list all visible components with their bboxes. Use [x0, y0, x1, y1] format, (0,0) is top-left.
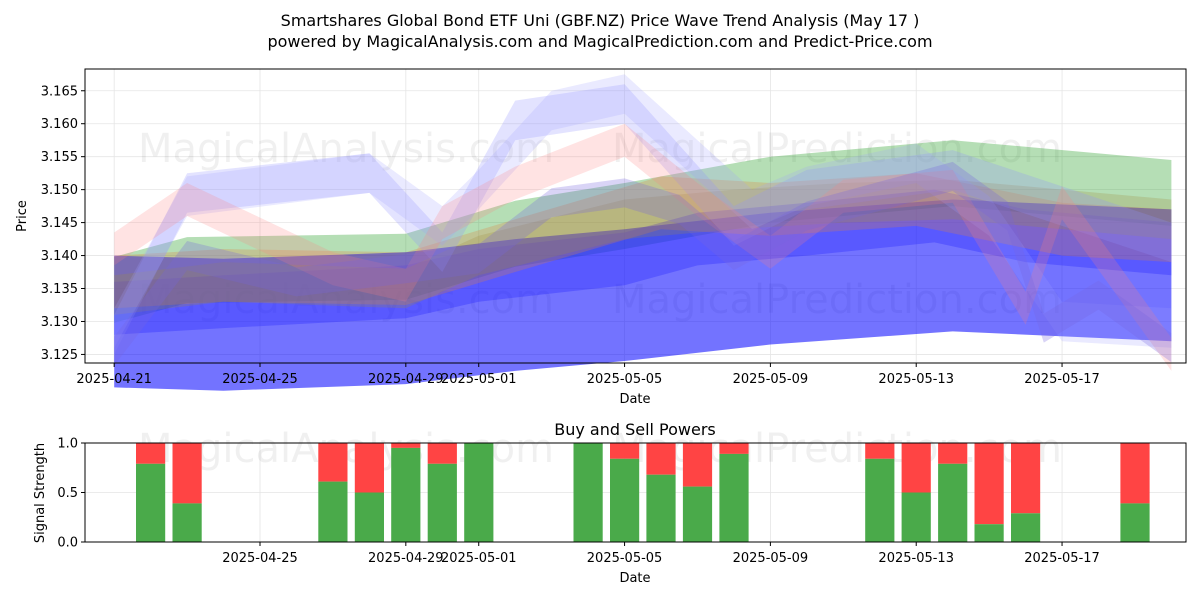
buy-power-bar — [391, 447, 421, 542]
buy-power-bar — [573, 443, 603, 542]
sell-power-bar — [136, 443, 166, 464]
buy-power-bar — [427, 463, 457, 542]
buy-power-bar — [719, 453, 749, 542]
power-x-axis-label: Date — [619, 571, 650, 586]
power-chart-title: Buy and Sell Powers — [554, 420, 716, 439]
power-x-tick-label: 2025-04-29 — [368, 551, 444, 566]
price-y-tick-label: 3.160 — [41, 117, 78, 132]
power-bars-layer — [136, 443, 1150, 542]
sell-power-bar — [719, 443, 749, 454]
price-x-tick-label: 2025-05-05 — [587, 372, 663, 387]
price-y-tick-label: 3.140 — [41, 249, 78, 264]
chart-title: Smartshares Global Bond ETF Uni (GBF.NZ)… — [281, 11, 920, 30]
sell-power-bar — [1011, 443, 1041, 514]
sell-power-bar — [427, 443, 457, 464]
buy-sell-panel: Buy and Sell Powers MagicalAnalysis.com … — [33, 420, 1187, 586]
buy-power-bar — [136, 463, 166, 542]
series-band-wave-olive — [114, 179, 1172, 315]
sell-power-bar — [354, 443, 384, 493]
price-x-tick-label: 2025-04-21 — [76, 372, 152, 387]
price-y-ticks: 3.125 3.130 3.135 3.140 3.145 3.150 3.155 3.160… — [41, 84, 85, 363]
price-chart-panel: MagicalAnalysis.com MagicalPrediction.co… — [15, 68, 1187, 407]
power-x-tick-label: 2025-05-05 — [587, 551, 663, 566]
buy-power-bar — [901, 492, 931, 542]
series-band-wave-blue-2 — [114, 189, 1172, 335]
watermark-magicalprediction: MagicalPrediction.com — [612, 126, 1062, 172]
price-series-layer — [114, 74, 1172, 391]
buy-power-bar — [318, 481, 348, 542]
buy-power-bar — [974, 524, 1004, 542]
series-band-wave-orange — [114, 173, 1172, 309]
sell-power-bar — [682, 443, 713, 487]
buy-power-bar — [865, 458, 895, 542]
price-y-tick-label: 3.130 — [41, 315, 78, 330]
buy-power-bar — [172, 503, 202, 542]
watermark-magicalanalysis: MagicalAnalysis.com — [138, 126, 554, 172]
power-y-ticks: 0.0 0.5 1.0 — [57, 437, 85, 551]
sell-power-bar — [610, 443, 640, 459]
price-y-tick-label: 3.155 — [41, 150, 78, 165]
sell-power-bar — [974, 443, 1004, 525]
buy-power-bar — [464, 443, 494, 542]
buy-power-bar — [1120, 503, 1150, 542]
sell-power-bar — [938, 443, 968, 464]
buy-power-bar — [682, 486, 713, 542]
power-y-axis-label: Signal Strength — [33, 443, 48, 543]
series-band-wave-lavender-high — [114, 84, 1172, 355]
series-band-wave-purple — [114, 161, 1172, 366]
buy-power-bar — [938, 463, 968, 542]
buy-power-bar — [610, 458, 640, 542]
power-x-tick-label: 2025-05-17 — [1024, 551, 1100, 566]
power-x-tick-label: 2025-05-13 — [878, 551, 954, 566]
buy-power-bar — [1011, 513, 1041, 542]
sell-power-bar — [172, 443, 202, 504]
price-x-tick-label: 2025-04-25 — [222, 372, 298, 387]
price-y-axis-label: Price — [15, 200, 30, 232]
sell-power-bar — [901, 443, 931, 493]
series-band-wave-lavender-upper — [114, 74, 1172, 348]
price-y-tick-label: 3.135 — [41, 282, 78, 297]
chart-subtitle: powered by MagicalAnalysis.com and Magic… — [267, 32, 932, 51]
power-x-tick-label: 2025-05-01 — [441, 551, 517, 566]
price-x-axis-label: Date — [619, 392, 650, 407]
price-x-tick-label: 2025-05-09 — [733, 372, 809, 387]
sell-power-bar — [1120, 443, 1150, 504]
price-y-tick-label: 3.145 — [41, 216, 78, 231]
series-band-wave-blue-main — [114, 199, 1172, 391]
sell-power-bar — [865, 443, 895, 459]
price-x-tick-label: 2025-05-01 — [441, 372, 517, 387]
sell-power-bar — [646, 443, 676, 475]
price-x-ticks: 2025-04-21 2025-04-25 2025-04-292025-05-01… — [76, 363, 1100, 387]
buy-power-bar — [646, 474, 676, 542]
price-x-tick-label: 2025-05-17 — [1024, 372, 1100, 387]
price-y-tick-label: 3.165 — [41, 84, 78, 99]
power-x-tick-label: 2025-05-09 — [733, 551, 809, 566]
price-x-tick-label: 2025-04-29 — [368, 372, 444, 387]
power-y-tick-label: 0.5 — [57, 486, 78, 501]
buy-power-bar — [354, 492, 384, 542]
power-x-tick-label: 2025-04-25 — [222, 551, 298, 566]
price-x-tick-label: 2025-05-13 — [878, 372, 954, 387]
power-y-tick-label: 1.0 — [57, 437, 78, 452]
price-y-tick-label: 3.150 — [41, 183, 78, 198]
price-plot-frame — [84, 68, 1187, 364]
power-y-tick-label: 0.0 — [57, 536, 78, 551]
sell-power-bar — [391, 443, 421, 448]
sell-power-bar — [318, 443, 348, 482]
price-y-tick-label: 3.125 — [41, 348, 78, 363]
series-band-wave-pink — [114, 123, 1172, 371]
